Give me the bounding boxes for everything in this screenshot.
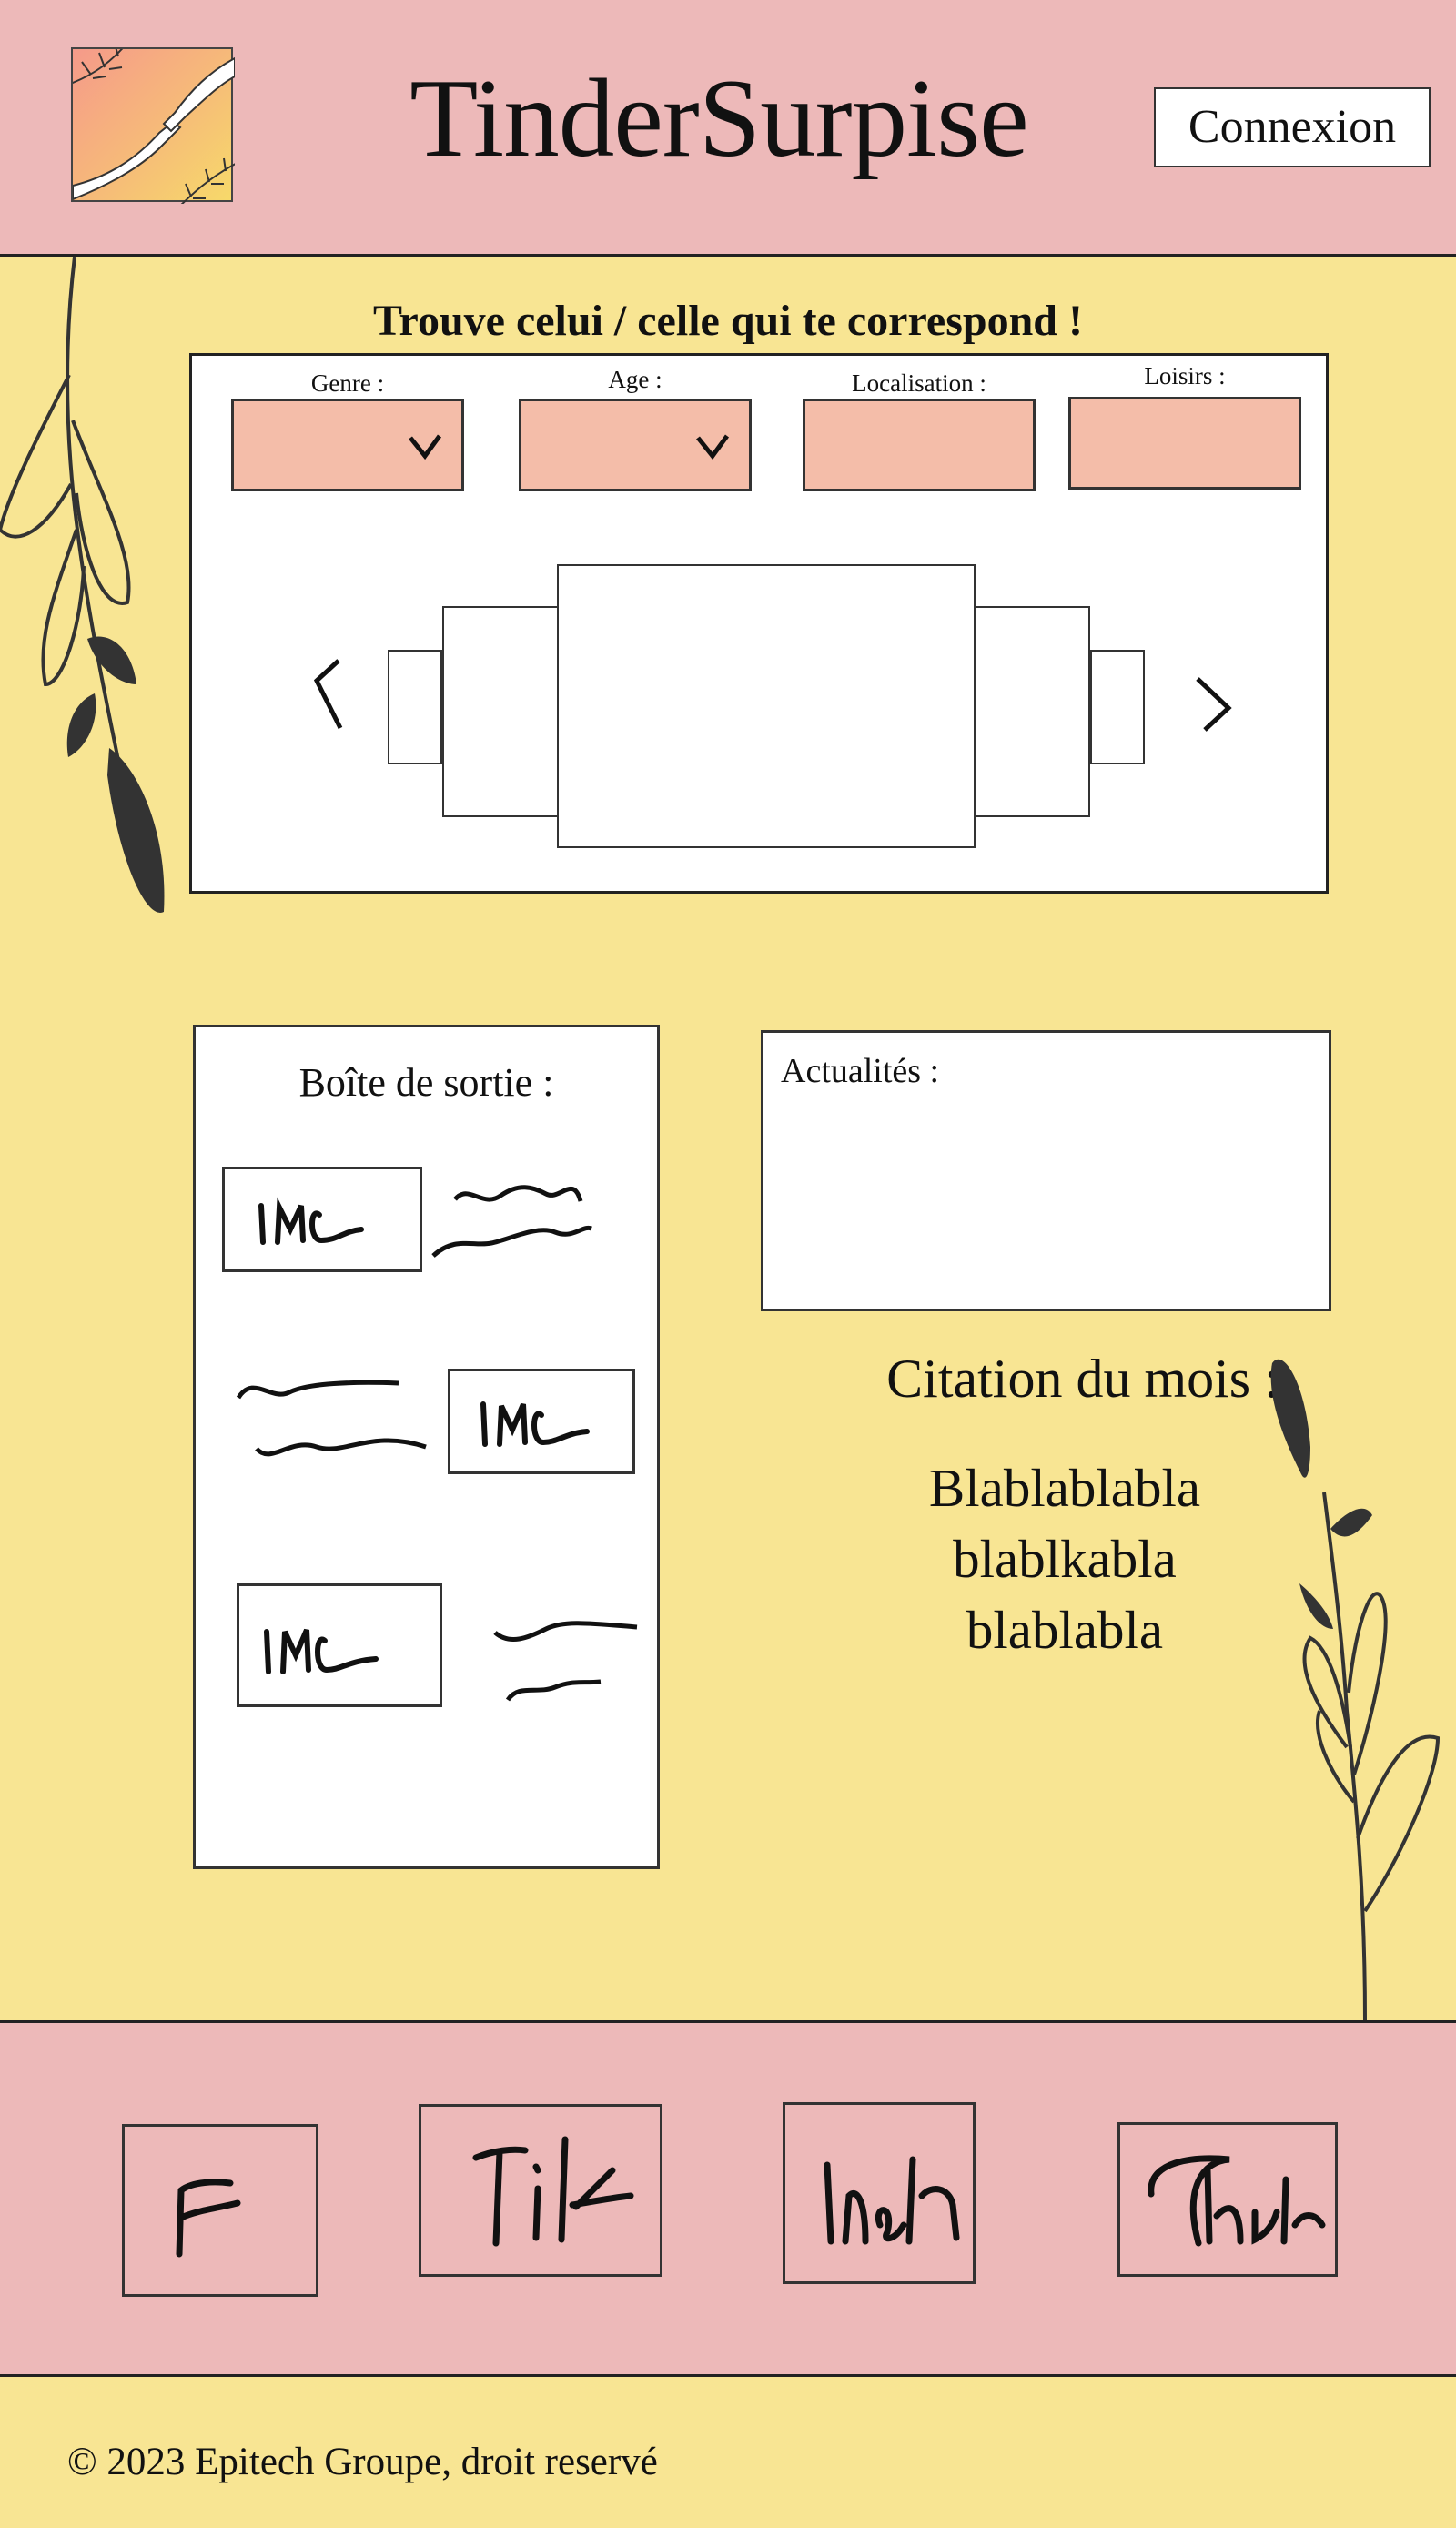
brand-title: TinderSurpise — [410, 56, 1029, 180]
quote-title: Citation du mois : — [886, 1349, 1279, 1409]
chevron-left-icon[interactable] — [309, 655, 351, 737]
message-text-scribble — [235, 1365, 435, 1474]
profile-card[interactable] — [1090, 650, 1145, 764]
message-image[interactable] — [222, 1167, 422, 1272]
profile-card[interactable] — [388, 650, 442, 764]
message-text-scribble — [491, 1611, 646, 1711]
leaf-branch-icon — [0, 257, 173, 930]
genre-label: Genre : — [310, 369, 385, 397]
profile-card[interactable] — [974, 606, 1090, 817]
loisirs-input[interactable] — [1068, 397, 1301, 490]
outbox-title: Boîte de sortie : — [298, 1060, 554, 1105]
instagram-icon — [824, 2156, 960, 2245]
profile-card-main[interactable] — [557, 564, 976, 848]
leaf-branch-icon — [1256, 1347, 1456, 2020]
news-panel — [761, 1030, 1331, 1311]
message-text-scribble — [428, 1174, 601, 1265]
copyright-text: © 2023 Epitech Groupe, droit reservé — [67, 2441, 658, 2483]
social-twitter-link[interactable] — [1117, 2122, 1338, 2277]
img-sketch — [480, 1401, 590, 1447]
profile-card[interactable] — [442, 606, 559, 817]
social-facebook-link[interactable] — [122, 2124, 318, 2297]
tiktok-icon — [472, 2136, 634, 2247]
localisation-label: Localisation : — [852, 369, 986, 397]
genre-select[interactable] — [231, 399, 464, 491]
chevron-down-icon — [696, 434, 730, 460]
twitter-icon — [1148, 2155, 1326, 2247]
message-image[interactable] — [448, 1369, 635, 1474]
chevron-right-icon[interactable] — [1192, 673, 1234, 737]
message-image[interactable] — [237, 1583, 442, 1707]
facebook-icon — [176, 2179, 241, 2258]
localisation-input[interactable] — [803, 399, 1036, 491]
img-sketch — [258, 1197, 364, 1245]
logo-hands-icon[interactable] — [71, 47, 235, 204]
quote-line: blablabla — [966, 1600, 1164, 1660]
age-label: Age : — [608, 366, 662, 393]
social-instagram-link[interactable] — [783, 2102, 976, 2284]
img-sketch — [264, 1628, 379, 1674]
news-title: Actualités : — [781, 1052, 940, 1090]
search-title: Trouve celui / celle qui te correspond ! — [373, 297, 1083, 345]
age-select[interactable] — [519, 399, 752, 491]
loisirs-label: Loisirs : — [1144, 362, 1226, 389]
chevron-down-icon — [409, 434, 442, 460]
quote-line: blablkabla — [953, 1529, 1177, 1589]
footer-social-band — [0, 2020, 1456, 2377]
social-tiktok-link[interactable] — [419, 2104, 662, 2277]
quote-line: Blablablabla — [928, 1458, 1201, 1518]
connexion-button[interactable]: Connexion — [1154, 87, 1431, 167]
